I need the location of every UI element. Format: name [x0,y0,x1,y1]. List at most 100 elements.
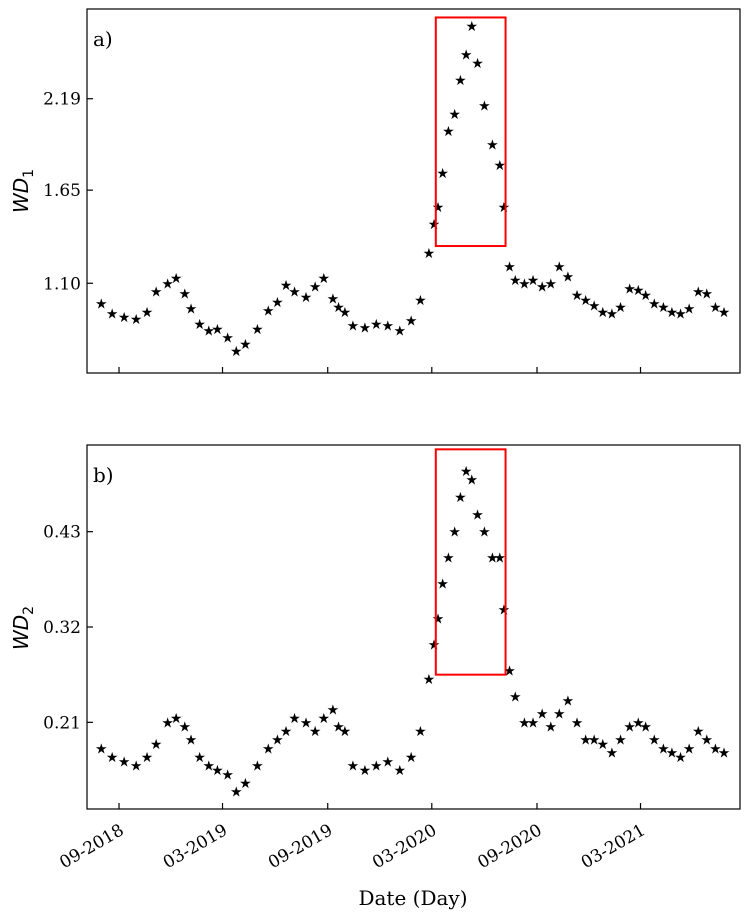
data-point: ★ [460,464,473,480]
x-ticks-b [118,803,642,809]
data-point: ★ [709,741,722,757]
data-point: ★ [498,603,511,619]
data-point: ★ [494,158,507,174]
data-point: ★ [571,288,584,304]
data-point: ★ [428,637,441,653]
data-point: ★ [553,707,566,723]
data-point: ★ [288,285,301,301]
data-point: ★ [280,278,293,294]
data-point: ★ [370,317,383,333]
data-point: ★ [623,281,636,297]
data-point: ★ [106,750,119,766]
data-point: ★ [692,285,705,301]
data-point: ★ [471,56,484,72]
y-axis-label-b: WD2 [9,606,37,650]
x-tick-labels: 09-2018 03-2019 09-2019 03-2020 09-2020 03-20… [56,820,649,873]
data-point: ★ [606,746,619,762]
data-point: ★ [692,724,705,740]
data-point: ★ [95,741,108,757]
data-point: ★ [381,319,394,335]
data-point: ★ [271,295,284,311]
data-point: ★ [536,707,549,723]
data-point: ★ [478,525,491,541]
data-points-b: ★★ ★ ★★★★★★★★★★★★★★★★★★★★★★★★★ ★★★★★★★★★★★★… [95,464,730,801]
data-point: ★ [701,286,714,302]
data-point: ★ [518,276,531,292]
data-point: ★ [393,324,406,340]
data-point: ★ [317,271,330,287]
data-point: ★ [221,330,234,346]
data-point: ★ [518,715,531,731]
y-tick-label: 0.43 [43,523,81,543]
data-point: ★ [130,759,143,775]
data-point: ★ [666,746,679,762]
data-point: ★ [359,320,372,336]
data-point: ★ [454,73,467,89]
data-point: ★ [309,280,322,296]
data-point: ★ [571,715,584,731]
y-tick-label: 1.65 [43,181,81,201]
data-point: ★ [327,292,340,308]
highlight-box-b [434,448,507,676]
panel-a: 1.101.652.19 ★★ ★ ★★★★★★★★★★★★★★★★★★★★★★★★… [9,8,741,374]
data-point: ★ [486,137,499,153]
data-point: ★ [442,124,455,140]
y-tick-label: 1.10 [43,274,81,294]
data-point: ★ [448,525,461,541]
data-point: ★ [211,763,224,779]
data-point: ★ [471,507,484,523]
highlight-box-a [434,16,507,248]
y-axis-label-a-sub: 1 [21,169,37,178]
data-point: ★ [161,276,174,292]
data-point: ★ [251,759,264,775]
data-point: ★ [632,715,645,731]
x-tick-label: 03-2021 [578,820,649,873]
data-point: ★ [494,551,507,567]
data-point: ★ [211,322,224,338]
data-point: ★ [596,305,609,321]
data-point: ★ [230,344,243,360]
data-point: ★ [432,611,445,627]
x-tick-label: 09-2020 [474,820,545,873]
data-point: ★ [666,305,679,321]
data-point: ★ [327,702,340,718]
data-point: ★ [339,305,352,321]
plot-frame-a [86,8,741,374]
y-axis-label-b-sub: 2 [21,606,37,615]
data-point: ★ [141,305,154,321]
data-point: ★ [203,759,216,775]
data-point: ★ [288,711,301,727]
data-point: ★ [579,733,592,749]
x-ticks-a [118,367,642,373]
data-point: ★ [503,259,516,275]
data-point: ★ [428,217,441,233]
data-point: ★ [442,551,455,567]
data-point: ★ [170,711,183,727]
data-point: ★ [185,733,198,749]
data-point: ★ [339,724,352,740]
data-point: ★ [423,672,436,688]
data-point: ★ [393,763,406,779]
data-point: ★ [239,776,252,792]
data-point: ★ [193,317,206,333]
data-point: ★ [309,724,322,740]
data-point: ★ [718,305,731,321]
y-axis-label-a-main: WD [9,178,33,213]
data-point: ★ [701,733,714,749]
data-point: ★ [562,269,575,285]
data-point: ★ [436,577,449,593]
data-point: ★ [317,711,330,727]
data-point: ★ [588,298,601,314]
x-tick-label: 03-2019 [160,820,231,873]
data-point: ★ [648,297,661,313]
panel-b: 0.210.320.43 ★★ ★ ★★★★★★★★★★★★★★★★★★★★★★★★… [9,444,741,810]
data-point: ★ [614,733,627,749]
plot-frame-b [86,444,741,810]
data-point: ★ [370,759,383,775]
data-point: ★ [454,490,467,506]
y-tick-label: 2.19 [43,90,81,110]
data-point: ★ [544,276,557,292]
data-point: ★ [562,694,575,710]
y-tick-label: 0.21 [43,713,81,733]
x-tick-label: 09-2018 [56,820,127,873]
